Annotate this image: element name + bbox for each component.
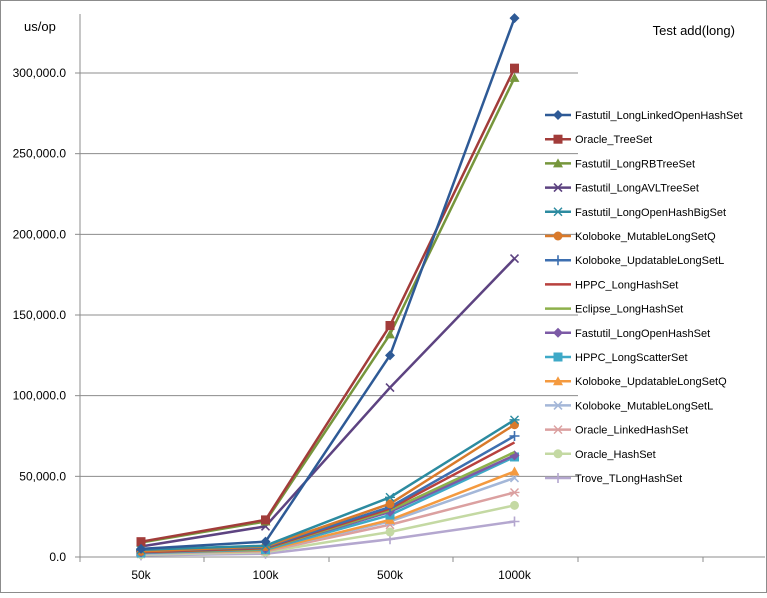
data-point: [553, 255, 563, 266]
legend-item: Koloboke_MutableLongSetQ: [545, 231, 716, 243]
series-fastutil-longlinkedopenhashset: [136, 13, 520, 554]
data-point: [385, 492, 395, 502]
legend-label: Trove_TLongHashSet: [575, 473, 682, 485]
chart-title: Test add(long): [653, 23, 735, 38]
data-point: [509, 415, 520, 425]
data-point: [553, 110, 563, 120]
legend-item: Fastutil_LongAVLTreeSet: [545, 183, 699, 195]
data-point: [509, 516, 520, 527]
y-tick-label: 0.0: [49, 550, 66, 564]
data-point: [553, 449, 563, 459]
data-point: [260, 536, 271, 547]
legend-item: Oracle_HashSet: [545, 449, 656, 461]
data-point: [136, 543, 146, 554]
legend-label: Fastutil_LongLinkedOpenHashSet: [575, 110, 743, 122]
data-point: [385, 383, 395, 393]
legend-label: Oracle_HashSet: [575, 449, 656, 461]
data-point: [509, 431, 520, 441]
data-point: [553, 207, 563, 217]
data-point: [553, 376, 563, 386]
legend-item: Oracle_LinkedHashSet: [545, 425, 688, 437]
data-point: [385, 329, 395, 339]
data-point: [509, 72, 520, 82]
data-point: [385, 527, 395, 537]
legend-label: Koloboke_UpdatableLongSetQ: [575, 376, 727, 388]
legend-label: Oracle_TreeSet: [575, 134, 652, 146]
data-point: [553, 231, 563, 241]
data-point: [385, 499, 395, 509]
legend-label: Eclipse_LongHashSet: [575, 304, 683, 316]
y-tick-label: 100,000.0: [13, 389, 67, 403]
legend-item: HPPC_LongScatterSet: [545, 352, 688, 364]
x-tick-label: 100k: [252, 568, 279, 582]
data-point: [385, 350, 395, 361]
series-line: [140, 67, 516, 543]
data-point: [553, 425, 563, 435]
axes: 0.0 50,000.0 100,000.0 150,000.0 200,000.0 25…: [13, 14, 765, 582]
data-point: [553, 352, 563, 362]
legend-item: Koloboke_UpdatableLongSetQ: [545, 376, 727, 388]
legend-item: Fastutil_LongRBTreeSet: [545, 158, 695, 170]
y-tick-label: 50,000.0: [19, 469, 66, 483]
legend-label: Fastutil_LongRBTreeSet: [575, 158, 695, 170]
legend-item: Koloboke_UpdatableLongSetL: [545, 255, 724, 267]
data-point: [553, 183, 563, 193]
y-axis-label: us/op: [24, 19, 56, 34]
series-line: [140, 257, 516, 548]
legend-label: Fastutil_LongAVLTreeSet: [575, 183, 699, 195]
x-tick-label: 1000k: [498, 568, 532, 582]
legend: Fastutil_LongLinkedOpenHashSet Oracle_Tre…: [545, 110, 743, 485]
series-layer: [136, 13, 520, 561]
legend-label: Oracle_LinkedHashSet: [575, 425, 688, 437]
legend-item: Fastutil_LongOpenHashSet: [545, 327, 710, 340]
data-point: [261, 515, 270, 525]
data-point: [553, 327, 563, 338]
gridlines: [80, 72, 578, 477]
data-point: [385, 320, 395, 330]
data-point: [509, 253, 520, 264]
legend-item: Trove_TLongHashSet: [545, 473, 682, 485]
legend-item: Eclipse_LongHashSet: [545, 304, 683, 316]
legend-item: Fastutil_LongOpenHashBigSet: [545, 207, 726, 219]
y-tick-label: 250,000.0: [13, 147, 67, 161]
y-tick-label: 150,000.0: [13, 308, 67, 322]
data-point: [509, 487, 520, 497]
legend-label: Koloboke_MutableLongSetQ: [575, 231, 716, 243]
data-point: [553, 400, 563, 410]
series-oracle-treeset: [136, 63, 519, 547]
legend-label: Fastutil_LongOpenHashSet: [575, 328, 710, 340]
legend-item: Fastutil_LongLinkedOpenHashSet: [545, 110, 743, 122]
legend-label: HPPC_LongHashSet: [575, 279, 678, 291]
y-tick-label: 200,000.0: [13, 227, 67, 241]
data-point: [553, 473, 563, 483]
legend-label: Koloboke_MutableLongSetL: [575, 400, 713, 412]
data-point: [509, 13, 520, 24]
legend-label: Fastutil_LongOpenHashBigSet: [575, 207, 726, 219]
data-point: [553, 158, 563, 168]
data-point: [510, 63, 519, 73]
x-tick-label: 50k: [131, 568, 151, 582]
legend-item: Oracle_TreeSet: [545, 134, 652, 146]
y-tick-label: 300,000.0: [13, 66, 67, 80]
data-point: [510, 500, 519, 510]
series-line: [140, 418, 516, 551]
data-point: [553, 134, 563, 144]
series-line: [140, 17, 516, 551]
legend-label: HPPC_LongScatterSet: [575, 352, 688, 364]
data-point: [509, 466, 520, 476]
legend-item: HPPC_LongHashSet: [545, 279, 678, 291]
legend-label: Koloboke_UpdatableLongSetL: [575, 255, 724, 267]
legend-item: Koloboke_MutableLongSetL: [545, 400, 713, 412]
data-point: [136, 537, 146, 547]
x-tick-label: 500k: [377, 568, 404, 582]
